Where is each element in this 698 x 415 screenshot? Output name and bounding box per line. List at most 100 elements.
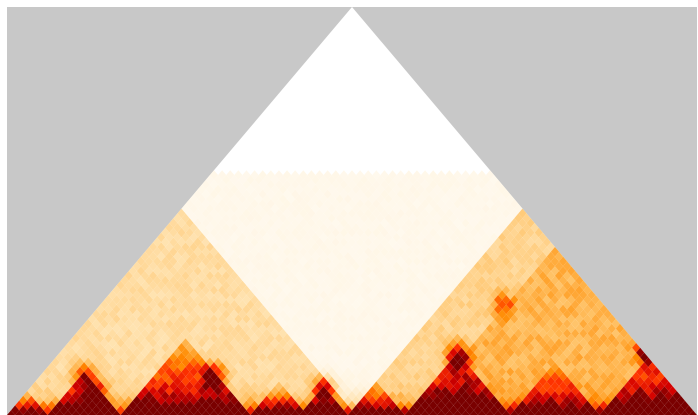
heatmap-cell (311, 175, 320, 185)
heatmap-cell (331, 237, 340, 247)
heatmap-cell (145, 256, 154, 267)
heatmap-cell (323, 314, 332, 324)
heatmap-cell (230, 395, 239, 406)
heatmap-cell (339, 371, 348, 382)
heatmap-cell (149, 386, 158, 396)
heatmap-cell (246, 290, 255, 300)
heatmap-cell (392, 367, 401, 377)
heatmap-cell (429, 275, 438, 286)
heatmap-cell (193, 323, 202, 334)
heatmap-cell (323, 381, 332, 391)
heatmap-cell (226, 227, 235, 238)
heatmap-cell (169, 333, 178, 343)
heatmap-cell (384, 376, 393, 387)
heatmap-cell (295, 242, 304, 252)
heatmap-cell (477, 400, 486, 411)
heatmap-cell (145, 400, 154, 411)
heatmap-cell (339, 218, 348, 228)
heatmap-cell (31, 381, 40, 391)
heatmap-cell (157, 405, 166, 415)
heatmap-cell (425, 213, 434, 223)
heatmap-cell (392, 271, 401, 281)
heatmap-cell (185, 199, 194, 209)
heatmap-cell (254, 347, 263, 358)
heatmap-cell (201, 179, 210, 190)
heatmap-cell (595, 328, 604, 339)
heatmap-cell (384, 328, 393, 339)
heatmap-cell (352, 367, 361, 377)
heatmap-cell (400, 347, 409, 358)
heatmap-cell (400, 357, 409, 367)
heatmap-cell (356, 247, 365, 257)
heatmap-cell (421, 218, 430, 228)
heatmap-cell (262, 357, 271, 367)
heatmap-cell (222, 271, 231, 281)
heatmap-cell (469, 304, 478, 315)
heatmap-cell (181, 203, 190, 214)
heatmap-cell (453, 189, 462, 199)
heatmap-cell (270, 232, 279, 243)
heatmap-cell (161, 410, 170, 415)
heatmap-cell (477, 314, 486, 324)
heatmap-cell (611, 328, 620, 339)
heatmap-cell (136, 333, 145, 343)
heatmap-cell (477, 179, 486, 190)
heatmap-cell (680, 410, 689, 415)
heatmap-cell (214, 357, 223, 367)
heatmap-cell (611, 357, 620, 367)
heatmap-cell (490, 328, 499, 339)
heatmap-cell (230, 251, 239, 262)
heatmap-cell (270, 223, 279, 233)
heatmap-cell (477, 410, 486, 415)
heatmap-cell (262, 175, 271, 185)
heatmap-cell (246, 395, 255, 406)
heatmap-cell (238, 319, 247, 329)
heatmap-cell (145, 391, 154, 401)
heatmap-cell (384, 405, 393, 415)
heatmap-cell (429, 170, 438, 180)
heatmap-cell (437, 275, 446, 286)
heatmap-cell (368, 271, 377, 281)
heatmap-cell (307, 227, 316, 238)
heatmap-cell (222, 338, 231, 348)
heatmap-cell (498, 299, 507, 310)
heatmap-cell (469, 391, 478, 401)
heatmap-cell (291, 362, 300, 372)
heatmap-cell (193, 285, 202, 295)
heatmap-cell (59, 395, 68, 406)
heatmap-cell (384, 338, 393, 348)
heatmap-cell (469, 314, 478, 324)
heatmap-cell (205, 175, 214, 185)
heatmap-cell (376, 376, 385, 387)
heatmap-cell (234, 352, 243, 363)
heatmap-cell (161, 247, 170, 257)
heatmap-cell (538, 232, 547, 243)
heatmap-cell (323, 275, 332, 286)
heatmap-cell (254, 251, 263, 262)
heatmap-cell (323, 247, 332, 257)
heatmap-cell (323, 189, 332, 199)
heatmap-cell (181, 242, 190, 252)
heatmap-cell (490, 386, 499, 396)
heatmap-cell (234, 247, 243, 257)
heatmap-cell (453, 304, 462, 315)
heatmap-cell (218, 400, 227, 411)
heatmap-cell (412, 410, 421, 415)
heatmap-cell (246, 194, 255, 204)
heatmap-cell (319, 242, 328, 252)
heatmap-cell (352, 175, 361, 185)
heatmap-cell (177, 227, 186, 238)
heatmap-cell (145, 285, 154, 295)
heatmap-cell (461, 352, 470, 363)
heatmap-cell (392, 261, 401, 271)
heatmap-cell (205, 290, 214, 300)
heatmap-cell (563, 386, 572, 396)
heatmap-cell (323, 227, 332, 238)
heatmap-cell (376, 280, 385, 291)
heatmap-cell (514, 309, 523, 319)
heatmap-cell (209, 208, 219, 219)
heatmap-cell (197, 328, 206, 339)
heatmap-cell (181, 386, 190, 396)
heatmap-cell (177, 275, 186, 286)
heatmap-cell (254, 194, 263, 204)
